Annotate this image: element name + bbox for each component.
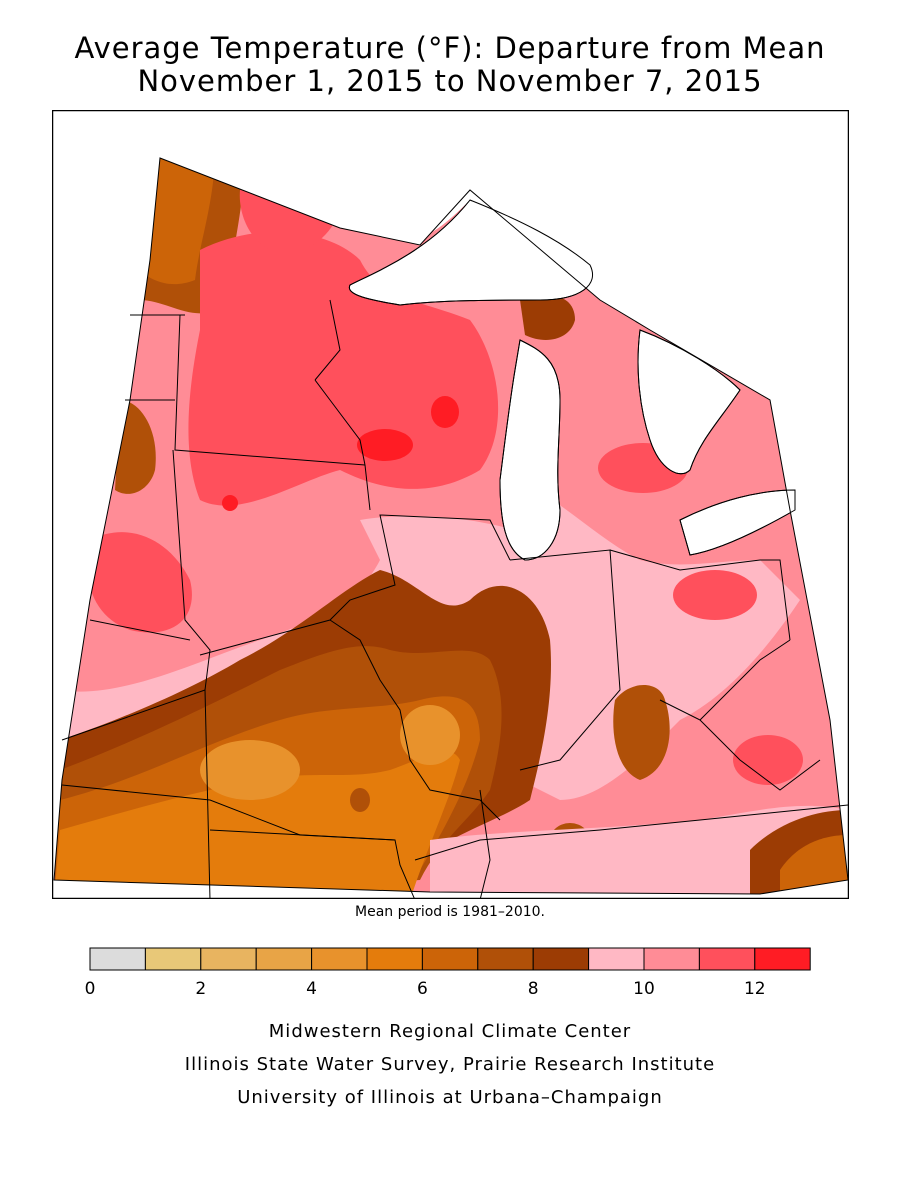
legend-bin: [200, 947, 257, 971]
legend-tick-label: 0: [85, 979, 96, 999]
zone-tn-9-10: [430, 805, 848, 894]
legend-tick-label: 6: [417, 979, 428, 999]
credit-line-1: Midwestern Regional Climate Center: [268, 1021, 632, 1042]
legend-bin: [89, 947, 146, 971]
legend-tick-label: 10: [633, 979, 655, 999]
zone-oh-9-10: [520, 480, 800, 800]
legend-bin: [532, 947, 590, 971]
zone-12-spot-sd: [222, 495, 238, 511]
zone-mn-wi-11-12: [188, 231, 499, 506]
credit-line-2: Illinois State Water Survey, Prairie Res…: [184, 1054, 716, 1075]
zone-mo-spot-7-8: [350, 788, 370, 812]
legend-bin: [643, 947, 700, 971]
zone-ne-11-12: [87, 532, 192, 633]
legend-bin: [588, 947, 645, 971]
state-borders: [53, 157, 849, 899]
zone-mo-4-5: [400, 705, 460, 765]
legend-bin: [698, 947, 756, 971]
zone-12-spot-wi: [357, 429, 413, 461]
legend-tick-label: 4: [306, 979, 317, 999]
temperature-departure-map: [52, 110, 849, 899]
legend-bin: [477, 947, 534, 971]
legend-bin: [421, 947, 479, 971]
zone-12-spot-wi-east: [431, 396, 459, 428]
zone-in-ky-7-8: [613, 685, 670, 780]
legend-bin: [366, 947, 423, 971]
legend-ticks: 0 2 4 6 8 10 12: [85, 979, 766, 999]
lake-shorelines: [348, 199, 796, 561]
legend-bin: [255, 947, 313, 971]
zone-up-8-9: [520, 295, 575, 340]
zone-nw-6-7: [140, 158, 215, 285]
zone-oh-11-12: [673, 570, 757, 620]
color-legend: 0 2 4 6 8 10 12: [85, 947, 811, 999]
map-frame-border: [52, 110, 849, 899]
legend-tick-label: 2: [195, 979, 206, 999]
credit-line-3: University of Illinois at Urbana–Champai…: [237, 1087, 663, 1108]
legend-tick-label: 8: [528, 979, 539, 999]
map-title-line-1: Average Temperature (°F): Departure from…: [74, 31, 826, 65]
legend-bin: [144, 947, 202, 971]
mean-period-note: Mean period is 1981–2010.: [355, 904, 545, 920]
zone-ks-4-5: [200, 740, 300, 800]
legend-bin: [754, 947, 811, 971]
map-title-line-2: November 1, 2015 to November 7, 2015: [137, 64, 763, 98]
legend-tick-label: 12: [744, 979, 766, 999]
zone-ks-9-10: [60, 560, 380, 742]
zone-wv-11-12: [733, 735, 803, 785]
legend-bin: [311, 947, 368, 971]
legend-bins: [89, 947, 811, 971]
